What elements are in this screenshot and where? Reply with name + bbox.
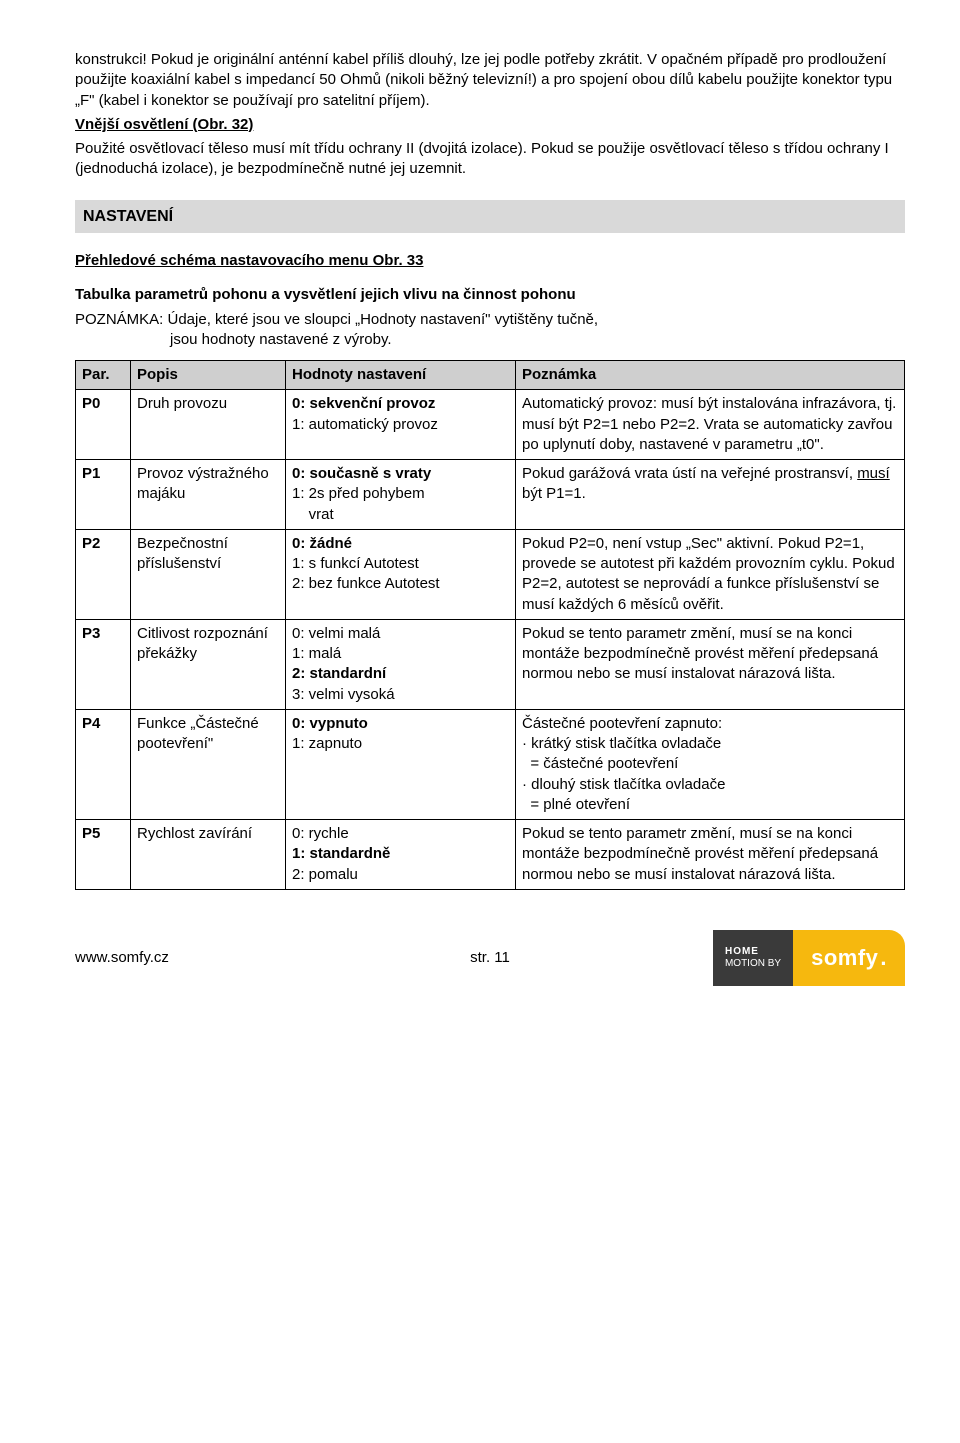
th-poznamka: Poznámka [516,361,905,390]
value-line: 0: sekvenční provoz [292,394,509,414]
cell-par: P4 [76,709,131,819]
value-line: vrat [292,505,509,525]
note-line: · krátký stisk tlačítka ovladače [522,734,898,754]
note-line: = plné otevření [522,795,898,815]
th-par: Par. [76,361,131,390]
table-row: P2 Bezpečnostní příslušenství 0: žádné 1… [76,529,905,619]
table-row: P3 Citlivost rozpoznání překážky 0: velm… [76,619,905,709]
note-text: být P1=1. [522,485,586,502]
cell-note: Pokud se tento parametr změní, musí se n… [516,820,905,890]
cell-popis: Rychlost zavírání [131,820,286,890]
logo-yellow-panel: somfy. [793,930,905,986]
cell-values: 0: sekvenční provoz 1: automatický provo… [286,390,516,460]
cell-par: P1 [76,460,131,530]
cell-values: 0: rychle 1: standardně 2: pomalu [286,820,516,890]
cell-values: 0: velmi malá 1: malá 2: standardní 3: v… [286,619,516,709]
table-row: P0 Druh provozu 0: sekvenční provoz 1: a… [76,390,905,460]
cell-popis: Bezpečnostní příslušenství [131,529,286,619]
section-title: NASTAVENÍ [75,200,905,234]
table-row: P1 Provoz výstražného majáku 0: současně… [76,460,905,530]
logo-text-home: HOME [725,946,781,958]
value-line: 1: s funkcí Autotest [292,554,509,574]
value-line: 0: současně s vraty [292,464,509,484]
cell-popis: Citlivost rozpoznání překážky [131,619,286,709]
cell-note: Automatický provoz: musí být instalována… [516,390,905,460]
table-row: P4 Funkce „Částečné pootevření" 0: vypnu… [76,709,905,819]
value-line: 3: velmi vysoká [292,685,509,705]
cell-note: Pokud garážová vrata ústí na veřejné pro… [516,460,905,530]
value-line: 2: standardní [292,664,509,684]
intro-heading: Vnější osvětlení (Obr. 32) [75,115,905,135]
note-line: · dlouhý stisk tlačítka ovladače [522,775,898,795]
logo-dark-panel: HOME MOTION BY [713,930,793,986]
cell-note: Částečné pootevření zapnuto: · krátký st… [516,709,905,819]
note-line: Částečné pootevření zapnuto: [522,714,898,734]
cell-popis: Druh provozu [131,390,286,460]
cell-par: P3 [76,619,131,709]
note-line-a: POZNÁMKA: Údaje, které jsou ve sloupci „… [75,311,598,328]
cell-values: 0: současně s vraty 1: 2s před pohybem v… [286,460,516,530]
cell-par: P0 [76,390,131,460]
cell-note: Pokud se tento parametr změní, musí se n… [516,619,905,709]
cell-popis: Provoz výstražného majáku [131,460,286,530]
value-line: 0: velmi malá [292,624,509,644]
cell-par: P2 [76,529,131,619]
page-footer: www.somfy.cz str. 11 HOME MOTION BY somf… [75,930,905,986]
table-title: Tabulka parametrů pohonu a vysvětlení je… [75,285,905,305]
value-line: 0: rychle [292,824,509,844]
value-line: 0: žádné [292,534,509,554]
cell-par: P5 [76,820,131,890]
footer-url: www.somfy.cz [75,948,352,968]
cell-popis: Funkce „Částečné pootevření" [131,709,286,819]
value-line: 1: standardně [292,844,509,864]
value-line: 1: automatický provoz [292,415,509,435]
cell-note: Pokud P2=0, není vstup „Sec" aktivní. Po… [516,529,905,619]
logo-brand-text: somfy [811,943,878,973]
table-header-row: Par. Popis Hodnoty nastavení Poznámka [76,361,905,390]
logo-dot-icon: . [880,943,887,973]
brand-logo: HOME MOTION BY somfy. [713,930,905,986]
cell-values: 0: žádné 1: s funkcí Autotest 2: bez fun… [286,529,516,619]
intro-paragraph-2: Použité osvětlovací těleso musí mít tříd… [75,139,905,180]
note-line-b: jsou hodnoty nastavené z výroby. [75,330,905,350]
note-text: Pokud garážová vrata ústí na veřejné pro… [522,465,857,482]
subhead-text-a: Přehledové schéma nastavovacího menu [75,252,368,269]
value-line: 1: malá [292,644,509,664]
th-popis: Popis [131,361,286,390]
th-hodnoty: Hodnoty nastavení [286,361,516,390]
logo-text-motion: MOTION BY [725,958,781,970]
note-line: = částečné pootevření [522,754,898,774]
table-note: POZNÁMKA: Údaje, které jsou ve sloupci „… [75,310,905,351]
subheading-menu: Přehledové schéma nastavovacího menu Obr… [75,251,905,271]
subhead-text-b: Obr. 33 [368,252,423,269]
heading-text: Vnější osvětlení (Obr. 32) [75,116,253,133]
value-line: 1: zapnuto [292,734,509,754]
parameters-table: Par. Popis Hodnoty nastavení Poznámka P0… [75,360,905,890]
value-line: 2: pomalu [292,865,509,885]
value-line: 0: vypnuto [292,714,509,734]
value-line: 1: 2s před pohybem [292,484,509,504]
intro-paragraph-1: konstrukci! Pokud je originální anténní … [75,50,905,111]
value-line: 2: bez funkce Autotest [292,574,509,594]
table-row: P5 Rychlost zavírání 0: rychle 1: standa… [76,820,905,890]
footer-page: str. 11 [352,948,629,968]
note-underline: musí [857,465,890,482]
cell-values: 0: vypnuto 1: zapnuto [286,709,516,819]
